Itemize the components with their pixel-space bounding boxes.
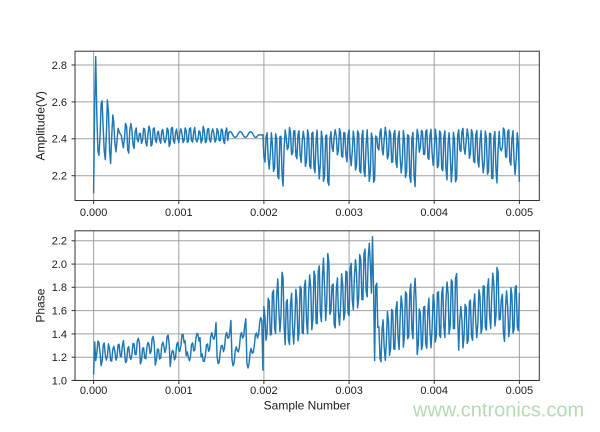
svg-text:0.000: 0.000 [80, 207, 108, 219]
svg-text:2.6: 2.6 [52, 97, 67, 109]
svg-text:0.003: 0.003 [335, 207, 363, 219]
svg-text:2.8: 2.8 [52, 60, 67, 72]
svg-text:0.002: 0.002 [250, 207, 278, 219]
svg-text:0.004: 0.004 [420, 385, 448, 397]
svg-text:1.4: 1.4 [52, 329, 67, 341]
svg-text:0.005: 0.005 [506, 207, 534, 219]
svg-text:2.4: 2.4 [52, 134, 67, 146]
svg-text:0.004: 0.004 [420, 207, 448, 219]
svg-text:0.001: 0.001 [165, 385, 193, 397]
svg-text:Amplitude(V): Amplitude(V) [34, 91, 48, 160]
svg-text:0.001: 0.001 [165, 207, 193, 219]
svg-text:1.2: 1.2 [52, 352, 67, 364]
svg-text:www.cntronics.com: www.cntronics.com [412, 400, 584, 422]
svg-text:1.0: 1.0 [52, 375, 67, 387]
svg-text:2.2: 2.2 [52, 171, 67, 183]
svg-text:0.005: 0.005 [506, 385, 534, 397]
svg-text:1.8: 1.8 [52, 282, 67, 294]
svg-text:Sample Number: Sample Number [264, 399, 351, 413]
svg-text:1.6: 1.6 [52, 306, 67, 318]
svg-text:0.000: 0.000 [80, 385, 108, 397]
svg-text:0.002: 0.002 [250, 385, 278, 397]
svg-text:2.2: 2.2 [52, 236, 67, 248]
svg-text:0.003: 0.003 [335, 385, 363, 397]
svg-text:2.0: 2.0 [52, 259, 67, 271]
svg-text:Phase: Phase [34, 288, 48, 322]
